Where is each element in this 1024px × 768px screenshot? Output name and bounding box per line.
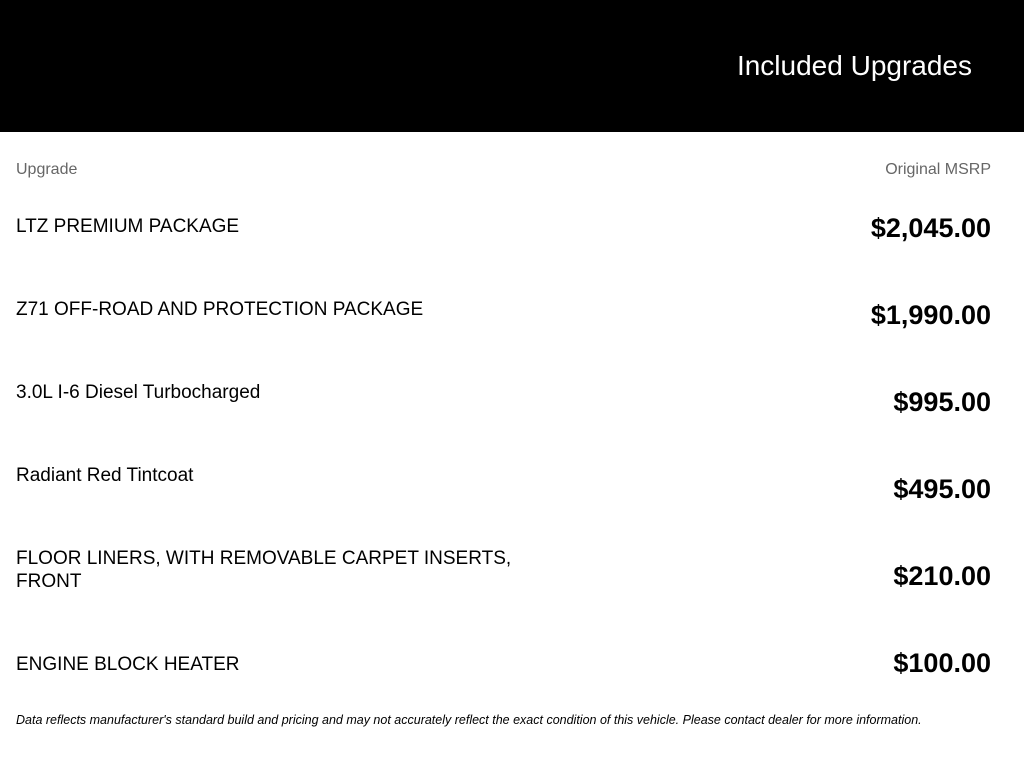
upgrade-price: $100.00 bbox=[893, 648, 991, 678]
page-title: Included Upgrades bbox=[736, 50, 972, 81]
upgrade-name: LTZ PREMIUM PACKAGE bbox=[16, 216, 240, 237]
upgrade-name: 3.0L I-6 Diesel Turbocharged bbox=[16, 382, 261, 403]
upgrade-name: Z71 OFF-ROAD AND PROTECTION PACKAGE bbox=[16, 299, 424, 320]
upgrade-price: $210.00 bbox=[893, 561, 991, 591]
upgrade-price: $995.00 bbox=[893, 387, 991, 417]
column-header-msrp: Original MSRP bbox=[885, 161, 991, 178]
upgrade-price: $2,045.00 bbox=[870, 213, 991, 243]
column-header-upgrade: Upgrade bbox=[16, 161, 78, 178]
header-banner: Included Upgrades bbox=[0, 0, 1024, 132]
upgrade-price: $495.00 bbox=[893, 474, 991, 504]
upgrade-name: ENGINE BLOCK HEATER bbox=[16, 654, 240, 675]
disclaimer-footnote: Data reflects manufacturer's standard bu… bbox=[16, 713, 922, 727]
upgrade-name: Radiant Red Tintcoat bbox=[16, 465, 194, 486]
upgrade-name: FLOOR LINERS, WITH REMOVABLE CARPET INSE… bbox=[16, 548, 512, 592]
upgrade-price: $1,990.00 bbox=[870, 300, 991, 330]
